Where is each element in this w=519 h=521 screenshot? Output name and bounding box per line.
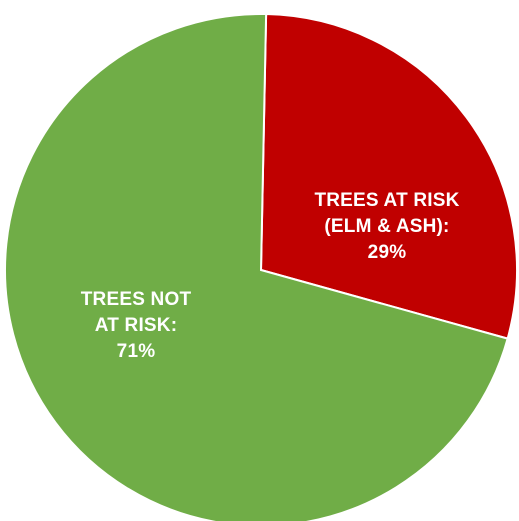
pie-slice-label-line: (ELM & ASH):	[324, 216, 449, 237]
pie-labels: TREES AT RISK (ELM & ASH): 29% TREES NOT AT …	[81, 190, 460, 362]
pie-slice-label-line: AT RISK:	[95, 315, 178, 336]
pie-slice-label-1: TREES NOT AT RISK: 71%	[81, 289, 192, 362]
pie-slice-label-line: TREES NOT	[81, 289, 192, 310]
pie-slice-label-line: 71%	[117, 341, 156, 362]
pie-slices	[4, 13, 518, 521]
pie-slice-label-line: 29%	[368, 242, 407, 263]
pie-slice-label-0: TREES AT RISK (ELM & ASH): 29%	[314, 190, 459, 263]
pie-slice-1	[4, 13, 509, 521]
pie-slice-0	[259, 13, 518, 340]
pie-slice-label-line: TREES AT RISK	[314, 190, 459, 211]
